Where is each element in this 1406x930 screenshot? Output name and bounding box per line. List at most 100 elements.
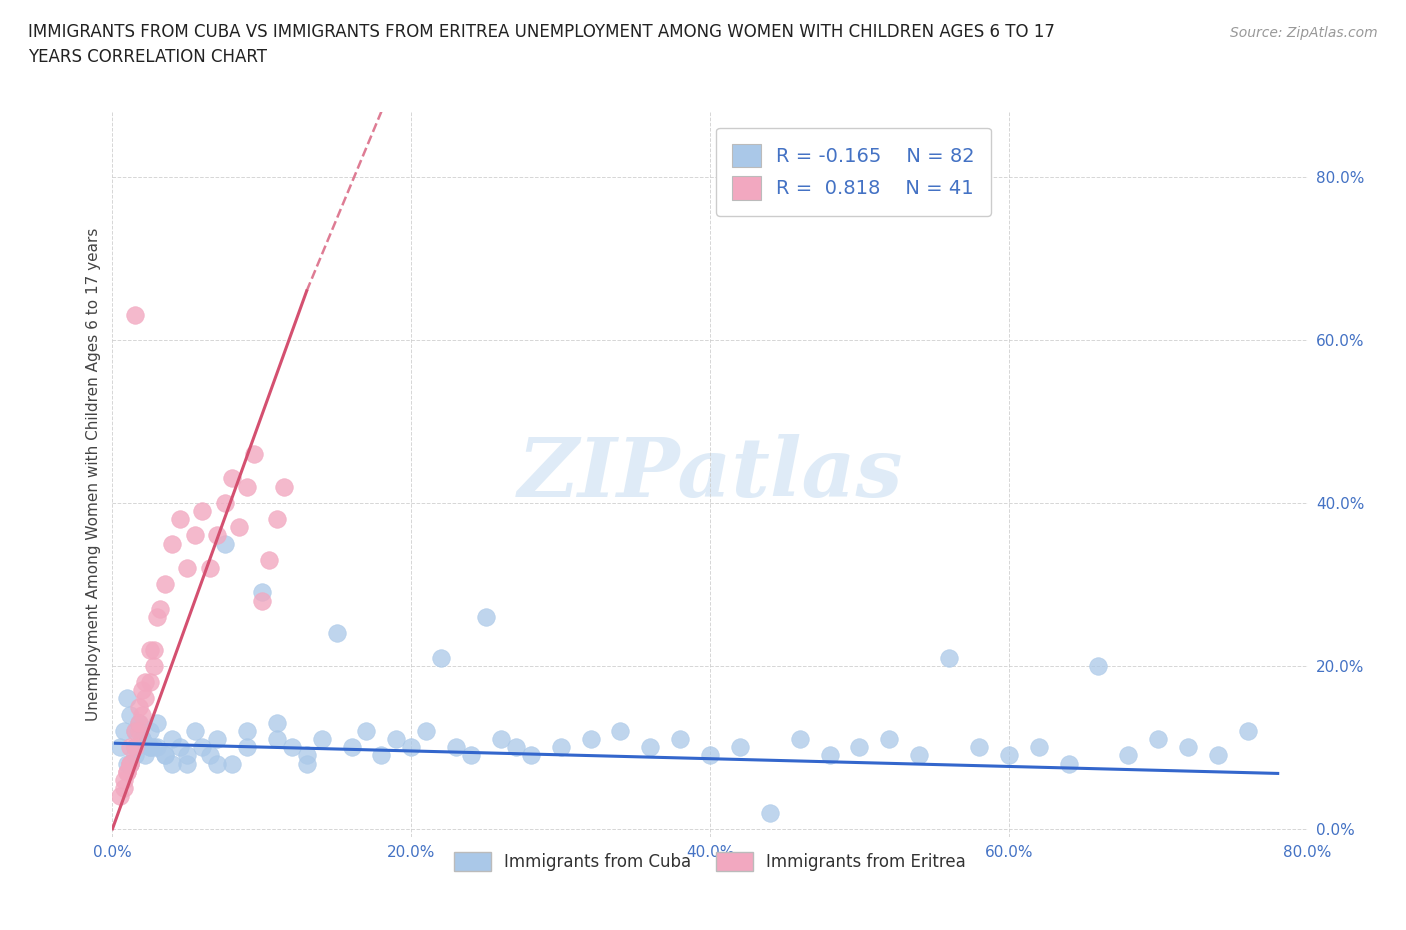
Point	[131, 732, 153, 747]
Point	[120, 740, 142, 755]
Point	[401, 740, 423, 755]
Point	[1237, 724, 1260, 738]
Point	[370, 748, 392, 763]
Point	[640, 740, 662, 755]
Point	[236, 740, 259, 755]
Point	[273, 479, 295, 494]
Point	[818, 748, 841, 763]
Point	[153, 577, 176, 591]
Point	[295, 748, 318, 763]
Point	[609, 724, 631, 738]
Point	[191, 740, 214, 755]
Point	[385, 732, 408, 747]
Point	[128, 699, 150, 714]
Point	[114, 724, 135, 738]
Point	[998, 748, 1021, 763]
Point	[281, 740, 304, 755]
Point	[228, 520, 250, 535]
Point	[114, 780, 135, 795]
Point	[124, 724, 146, 738]
Point	[259, 552, 281, 567]
Point	[266, 715, 288, 730]
Text: IMMIGRANTS FROM CUBA VS IMMIGRANTS FROM ERITREA UNEMPLOYMENT AMONG WOMEN WITH CH: IMMIGRANTS FROM CUBA VS IMMIGRANTS FROM …	[28, 23, 1054, 66]
Point	[134, 748, 156, 763]
Point	[205, 756, 228, 771]
Point	[430, 650, 453, 665]
Point	[117, 756, 139, 771]
Point	[117, 764, 139, 779]
Point	[146, 609, 169, 624]
Point	[128, 715, 150, 730]
Point	[139, 724, 162, 738]
Point	[214, 536, 236, 551]
Point	[128, 724, 150, 738]
Point	[191, 503, 214, 518]
Point	[205, 528, 228, 543]
Point	[176, 756, 198, 771]
Point	[124, 308, 146, 323]
Point	[759, 805, 782, 820]
Point	[1206, 748, 1229, 763]
Point	[134, 674, 156, 689]
Point	[131, 683, 153, 698]
Point	[134, 691, 156, 706]
Point	[460, 748, 482, 763]
Point	[143, 740, 166, 755]
Point	[139, 740, 162, 755]
Point	[176, 748, 198, 763]
Point	[325, 626, 347, 641]
Point	[699, 748, 721, 763]
Point	[236, 724, 259, 738]
Point	[908, 748, 931, 763]
Point	[153, 748, 176, 763]
Point	[1118, 748, 1140, 763]
Point	[131, 732, 153, 747]
Point	[131, 732, 153, 747]
Point	[120, 756, 142, 771]
Point	[356, 724, 378, 738]
Point	[183, 528, 205, 543]
Point	[311, 732, 333, 747]
Point	[162, 732, 183, 747]
Point	[120, 756, 142, 771]
Point	[475, 609, 498, 624]
Point	[221, 756, 243, 771]
Text: ZIPatlas: ZIPatlas	[517, 434, 903, 514]
Point	[162, 756, 183, 771]
Point	[266, 512, 288, 526]
Point	[1028, 740, 1050, 755]
Point	[669, 732, 692, 747]
Point	[120, 756, 142, 771]
Point	[967, 740, 990, 755]
Point	[108, 789, 131, 804]
Point	[108, 740, 131, 755]
Point	[214, 496, 236, 511]
Point	[124, 740, 146, 755]
Point	[1177, 740, 1199, 755]
Point	[169, 740, 191, 755]
Point	[1057, 756, 1080, 771]
Point	[176, 561, 198, 576]
Point	[415, 724, 437, 738]
Point	[117, 764, 139, 779]
Point	[505, 740, 527, 755]
Point	[143, 658, 166, 673]
Point	[221, 471, 243, 485]
Point	[146, 740, 169, 755]
Point	[250, 585, 273, 600]
Point	[340, 740, 363, 755]
Point	[236, 479, 259, 494]
Point	[162, 536, 183, 551]
Point	[124, 724, 146, 738]
Point	[169, 512, 191, 526]
Point	[205, 732, 228, 747]
Point	[117, 691, 139, 706]
Point	[198, 561, 221, 576]
Point	[124, 740, 146, 755]
Point	[128, 715, 150, 730]
Point	[579, 732, 602, 747]
Point	[139, 674, 162, 689]
Point	[848, 740, 870, 755]
Point	[489, 732, 512, 747]
Point	[131, 708, 153, 723]
